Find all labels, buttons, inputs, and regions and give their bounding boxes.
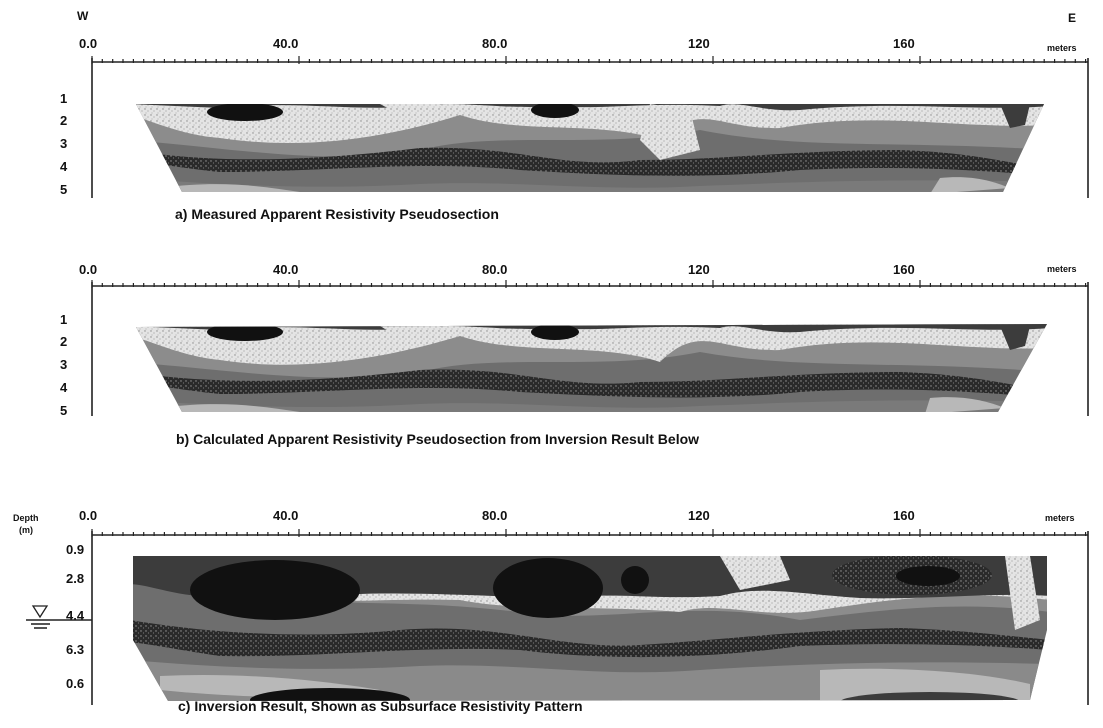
- row-label-b-1: 2: [60, 334, 67, 349]
- x-tick-label-c-1: 40.0: [273, 508, 298, 523]
- east-label: E: [1068, 11, 1076, 25]
- x-tick-label-b-0: 0.0: [79, 262, 97, 277]
- panel-b: 0.0 40.0 80.0 120 160 meters 1 2 3 4 5 b…: [60, 262, 1089, 447]
- x-tick-label-c-4: 160: [893, 508, 915, 523]
- depth-label: Depth: [13, 513, 39, 523]
- x-tick-label-b-3: 120: [688, 262, 710, 277]
- row-label-a-2: 3: [60, 136, 67, 151]
- row-label-b-3: 4: [60, 380, 68, 395]
- west-label: W: [77, 9, 89, 23]
- x-ticks-a: [91, 56, 1087, 64]
- row-label-c-4: 0.6: [66, 676, 84, 691]
- row-label-a-1: 2: [60, 113, 67, 128]
- frame-sides-a: [91, 58, 1089, 198]
- row-label-b-0: 1: [60, 312, 67, 327]
- water-table-triangle-icon: [26, 605, 92, 629]
- panel-a: W E 0.0 40.0 80.0 120 160 meters 1 2 3 4…: [60, 9, 1089, 222]
- x-tick-label-c-2: 80.0: [482, 508, 507, 523]
- row-label-a-0: 1: [60, 91, 67, 106]
- caption-b: b) Calculated Apparent Resistivity Pseud…: [176, 431, 699, 447]
- inversion-section-c: [133, 556, 1047, 701]
- row-label-a-3: 4: [60, 159, 68, 174]
- x-tick-label-b-2: 80.0: [482, 262, 507, 277]
- caption-c: c) Inversion Result, Shown as Subsurface…: [178, 698, 583, 714]
- units-label-c: meters: [1045, 513, 1075, 523]
- x-tick-label-b-1: 40.0: [273, 262, 298, 277]
- depth-unit-label: (m): [19, 525, 33, 535]
- frame-sides-b: [91, 282, 1089, 416]
- x-tick-label-a-4: 160: [893, 36, 915, 51]
- x-ticks-c: [91, 529, 1087, 537]
- row-label-a-4: 5: [60, 182, 67, 197]
- x-ticks-b: [91, 280, 1087, 288]
- units-label-b: meters: [1047, 264, 1077, 274]
- frame-sides-c: [91, 531, 1089, 705]
- row-label-c-1: 2.8: [66, 571, 84, 586]
- x-tick-label-a-0: 0.0: [79, 36, 97, 51]
- row-label-b-4: 5: [60, 403, 67, 418]
- row-label-b-2: 3: [60, 357, 67, 372]
- units-label-a: meters: [1047, 43, 1077, 53]
- pseudosection-b: [136, 324, 1047, 412]
- x-tick-label-c-3: 120: [688, 508, 710, 523]
- x-tick-label-a-3: 120: [688, 36, 710, 51]
- x-tick-label-c-0: 0.0: [79, 508, 97, 523]
- x-tick-label-b-4: 160: [893, 262, 915, 277]
- x-tick-label-a-2: 80.0: [482, 36, 507, 51]
- row-label-c-3: 6.3: [66, 642, 84, 657]
- panel-c: Depth (m) 0.0 40.0 80.0 120 160 meters 0…: [13, 508, 1089, 714]
- row-label-c-0: 0.9: [66, 542, 84, 557]
- pseudosection-a: [136, 104, 1044, 192]
- x-tick-label-a-1: 40.0: [273, 36, 298, 51]
- caption-a: a) Measured Apparent Resistivity Pseudos…: [175, 206, 499, 222]
